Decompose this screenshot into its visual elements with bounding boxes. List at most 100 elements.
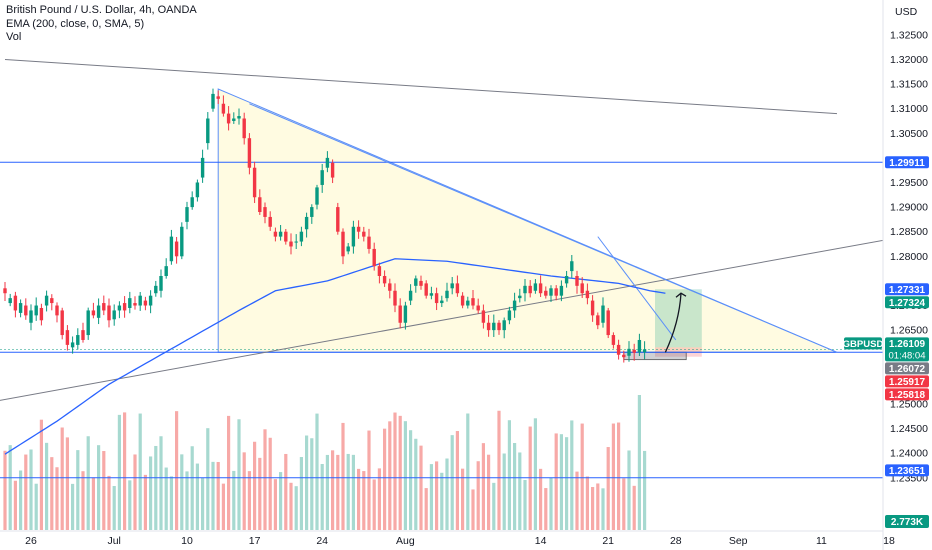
volume-bar bbox=[580, 423, 584, 530]
candle-body bbox=[195, 182, 200, 198]
price-label-text: 1.23651 bbox=[889, 466, 926, 477]
volume-bar bbox=[440, 472, 444, 530]
countdown-label: 01:48:04 bbox=[889, 350, 926, 361]
volume-bar bbox=[71, 483, 75, 530]
candle-body bbox=[81, 330, 85, 340]
candle-body bbox=[320, 170, 324, 185]
volume-bar bbox=[585, 476, 589, 530]
volume-bar bbox=[138, 413, 142, 530]
volume-bar bbox=[273, 479, 277, 530]
volume-bar bbox=[279, 472, 283, 530]
price-tick-label: 1.31000 bbox=[890, 103, 928, 115]
candle-body bbox=[341, 231, 345, 257]
volume-bar bbox=[29, 449, 33, 530]
volume-bar bbox=[112, 485, 116, 530]
volume-bar bbox=[622, 478, 626, 530]
projection-arrow-head bbox=[675, 292, 687, 298]
candle-body bbox=[112, 310, 116, 320]
price-label-text: 1.27324 bbox=[889, 298, 926, 309]
candle-body bbox=[502, 320, 506, 331]
price-tick-label: 1.30500 bbox=[890, 128, 928, 140]
volume-bar bbox=[617, 422, 621, 530]
volume-indicator-label[interactable]: Vol bbox=[6, 31, 22, 43]
candle-body bbox=[169, 236, 174, 262]
candle-body bbox=[60, 310, 64, 336]
candle-body bbox=[518, 295, 522, 299]
candle-body bbox=[299, 231, 304, 242]
symbol-tag-text: GBPUSD bbox=[843, 339, 884, 350]
candle-body bbox=[403, 305, 408, 323]
projection-arrow bbox=[664, 293, 682, 353]
volume-bar bbox=[253, 441, 257, 530]
candle-body bbox=[481, 310, 486, 323]
candle-body bbox=[580, 283, 584, 294]
price-tick-label: 1.29000 bbox=[890, 202, 928, 214]
volume-bar bbox=[91, 477, 95, 530]
price-tick-label: 1.29500 bbox=[890, 177, 928, 189]
candle-body bbox=[455, 283, 460, 294]
candle-body bbox=[570, 261, 574, 272]
candle-body bbox=[596, 315, 600, 326]
plot-area bbox=[0, 58, 883, 530]
candle-body bbox=[13, 295, 18, 311]
volume-bar bbox=[513, 443, 517, 530]
volume-bar bbox=[596, 483, 600, 530]
candle-body bbox=[294, 241, 298, 243]
volume-bar bbox=[611, 423, 615, 530]
candle-body bbox=[76, 335, 80, 345]
volume-bar bbox=[424, 488, 428, 530]
volume-bar bbox=[544, 488, 548, 530]
price-label-text: 1.29911 bbox=[889, 158, 925, 169]
volume-bar bbox=[539, 468, 543, 530]
candle-body bbox=[445, 290, 449, 299]
price-label-box bbox=[885, 296, 929, 309]
candle-body bbox=[70, 342, 75, 348]
candle-body bbox=[284, 231, 288, 242]
price-tick-label: 1.28500 bbox=[890, 226, 928, 238]
time-tick-label: 24 bbox=[316, 535, 328, 547]
volume-bar bbox=[455, 431, 459, 530]
candle-body bbox=[122, 303, 127, 311]
candle-body bbox=[206, 118, 210, 144]
volume-bar bbox=[362, 471, 366, 530]
volume-bar bbox=[201, 477, 205, 530]
time-tick-label: 14 bbox=[535, 535, 547, 547]
volume-bar bbox=[325, 454, 329, 530]
volume-bar bbox=[643, 450, 647, 530]
candle-body bbox=[91, 310, 96, 316]
volume-bar bbox=[195, 463, 199, 530]
time-tick-label: 28 bbox=[670, 535, 682, 547]
candle-body bbox=[622, 354, 626, 358]
candle-body bbox=[377, 266, 382, 276]
candle-body bbox=[102, 303, 106, 311]
volume-bar bbox=[341, 422, 345, 530]
candle-body bbox=[18, 303, 23, 313]
price-tick-label: 1.28000 bbox=[890, 251, 928, 263]
price-label-text: 1.25818 bbox=[889, 390, 926, 401]
volume-bar bbox=[377, 468, 381, 530]
candle-body bbox=[138, 295, 142, 306]
candle-body bbox=[221, 103, 226, 114]
volume-bar bbox=[492, 482, 496, 530]
candle-body bbox=[3, 288, 7, 294]
candle-body bbox=[585, 290, 590, 299]
candle-body bbox=[414, 278, 418, 286]
price-label-box bbox=[885, 156, 929, 169]
volume-bar bbox=[19, 470, 23, 530]
candle-body bbox=[466, 300, 470, 306]
ema-indicator-label[interactable]: EMA (200, close, 0, SMA, 5) bbox=[6, 17, 145, 30]
symbol-title[interactable]: British Pound / U.S. Dollar, 4h, OANDA bbox=[6, 4, 197, 16]
time-tick-label: 17 bbox=[249, 535, 261, 547]
candle-body bbox=[564, 275, 569, 284]
time-tick-label: 18 bbox=[883, 535, 895, 547]
candle-body bbox=[247, 138, 252, 168]
candle-body bbox=[164, 266, 168, 276]
volume-bar bbox=[206, 428, 210, 530]
price-tick-label: 1.26500 bbox=[890, 325, 928, 337]
candle-body bbox=[460, 295, 465, 306]
volume-bar bbox=[76, 450, 80, 530]
candle-body bbox=[200, 157, 205, 178]
volume-bar bbox=[346, 453, 350, 530]
candle-body bbox=[642, 349, 647, 353]
